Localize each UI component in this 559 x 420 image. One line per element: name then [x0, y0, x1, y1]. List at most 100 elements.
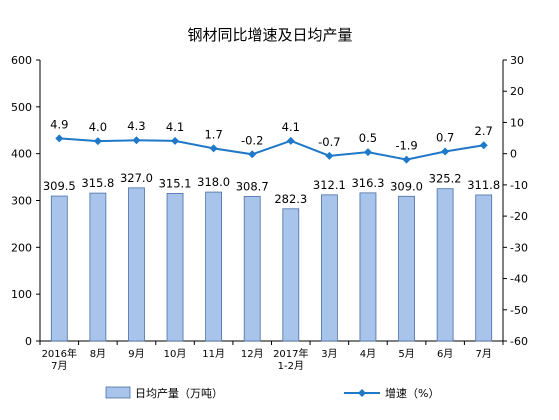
y-right-tick-label: -10 [510, 179, 528, 192]
x-tick-label-line: 5月 [398, 348, 414, 360]
axes: 0 100 200 300 400 500 600 -60 -50 -40 -30 -20 -10 0 10… [11, 54, 528, 348]
y-right-tick-label: 20 [510, 85, 524, 98]
bar [359, 192, 377, 342]
growth-point [171, 136, 180, 145]
x-tick-label-line: 8月 [90, 348, 106, 360]
y-right-tick-label: -40 [510, 273, 528, 286]
y-left-tick-label: 600 [11, 54, 32, 67]
bar [398, 195, 415, 342]
x-tick-label-line: 7月 [51, 360, 67, 372]
bar [89, 192, 107, 342]
legend-bar-label: 日均产量（万吨） [135, 386, 223, 400]
x-tick-label: 10月 [164, 348, 187, 360]
y-right-tick-label: -50 [510, 304, 528, 317]
growth-point [93, 137, 102, 146]
chart-title: 钢材同比增速及日均产量 [187, 26, 352, 44]
x-tick-label-line: 10月 [164, 348, 187, 360]
bar [282, 208, 300, 342]
growth-point [55, 134, 64, 143]
x-tick-label: 5月 [398, 348, 414, 360]
legend-line-marker [358, 389, 366, 397]
bar [475, 194, 493, 342]
x-tick-label-line: 3月 [321, 348, 337, 360]
legend-bar-swatch [105, 386, 131, 399]
legend-line-label: 增速（%） [385, 386, 439, 400]
data-labels: 309.5 315.8 327.0 315.1 318.0 308.7 282.3 312.1… [43, 117, 500, 205]
x-tick-label-line: 4月 [360, 348, 376, 360]
x-tick-label-line: 6月 [437, 348, 453, 360]
growth-value-label: 2.7 [475, 124, 493, 138]
growth-value-label: 0.5 [359, 131, 377, 145]
line-series [55, 134, 488, 164]
x-tick-label-line: 2017年 [273, 347, 308, 360]
growth-line [59, 137, 484, 161]
growth-point [441, 147, 450, 156]
x-tick-label: 3月 [321, 348, 337, 360]
x-tick-label: 11月 [202, 348, 225, 360]
bar [243, 196, 261, 342]
y-left-tick-label: 400 [11, 148, 32, 161]
bar-value-label: 312.1 [313, 178, 346, 192]
bar [320, 194, 338, 342]
bar [166, 193, 184, 342]
bar-value-label: 327.0 [120, 171, 153, 185]
growth-point [248, 150, 257, 159]
x-tick-label-line: 12月 [241, 348, 264, 360]
x-tick-label: 12月 [241, 348, 264, 360]
x-tick-label: 6月 [437, 348, 453, 360]
y-right-tick-label: 30 [510, 54, 524, 67]
y-right-tick-label: 0 [510, 148, 517, 161]
bar-value-label: 315.8 [81, 176, 114, 190]
bar-value-label: 311.8 [467, 178, 500, 192]
bar-value-label: 325.2 [429, 172, 462, 186]
bar-value-label: 309.0 [390, 179, 423, 193]
x-tick-label-line: 9月 [128, 348, 144, 360]
growth-point [325, 151, 334, 160]
y-right-tick-label: -20 [510, 210, 528, 223]
y-right-tick-label: 10 [510, 116, 524, 129]
bar [205, 191, 223, 342]
x-tick-label: 4月 [360, 348, 376, 360]
x-tick-label-line: 1-2月 [278, 360, 304, 372]
bar-value-label: 318.0 [197, 175, 230, 189]
y-left-tick-label: 500 [11, 101, 32, 114]
growth-value-label: -0.7 [318, 135, 340, 149]
y-left-tick-label: 200 [11, 241, 32, 254]
growth-value-label: -0.2 [241, 133, 263, 147]
y-left-tick-label: 100 [11, 288, 32, 301]
x-tick-label-line: 2016年 [42, 347, 77, 360]
growth-value-label: 1.7 [204, 127, 222, 141]
x-tick-label-line: 11月 [202, 348, 225, 360]
growth-value-label: 4.1 [166, 120, 184, 134]
y-right-tick-label: -30 [510, 241, 528, 254]
legend: 日均产量（万吨） 增速（%） [105, 386, 439, 400]
growth-value-label: 4.3 [127, 119, 145, 133]
growth-value-label: 4.0 [89, 120, 107, 134]
growth-value-label: -1.9 [395, 139, 417, 153]
growth-value-label: 0.7 [436, 130, 454, 144]
x-tick-label: 8月 [90, 348, 106, 360]
x-tick-label: 2016年 7月 [42, 347, 77, 372]
x-tick-label: 9月 [128, 348, 144, 360]
growth-value-label: 4.9 [50, 117, 68, 131]
bar-value-label: 315.1 [159, 176, 192, 190]
growth-value-label: 4.1 [282, 120, 300, 134]
bar-value-label: 282.3 [274, 192, 307, 206]
bar-value-label: 316.3 [351, 176, 384, 190]
y-left-tick-label: 0 [25, 335, 32, 348]
bar [436, 188, 454, 342]
x-tick-label: 7月 [476, 348, 492, 360]
bar-value-label: 309.5 [43, 179, 76, 193]
growth-point [363, 148, 372, 157]
x-tick-label-line: 7月 [476, 348, 492, 360]
growth-point [402, 155, 411, 164]
bar-value-label: 308.7 [236, 179, 269, 193]
growth-point [132, 136, 141, 145]
y-left-tick-label: 300 [11, 195, 32, 208]
bar-series [50, 187, 493, 342]
y-right-tick-label: -60 [510, 335, 528, 348]
growth-point [209, 144, 218, 153]
bar [50, 195, 68, 342]
